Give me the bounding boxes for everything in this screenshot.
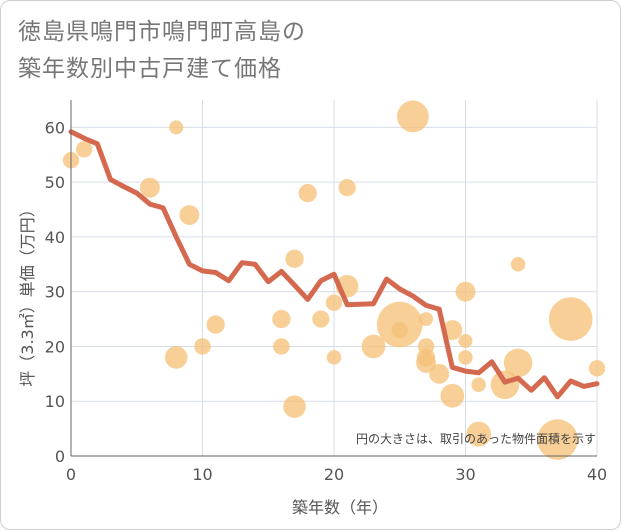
scatter-point-11 bbox=[283, 395, 306, 418]
y-tick-label-30: 30 bbox=[45, 283, 65, 302]
scatter-point-39 bbox=[588, 360, 606, 377]
y-tick-label-60: 60 bbox=[45, 118, 65, 137]
scatter-point-29 bbox=[455, 281, 476, 302]
scatter-point-33 bbox=[471, 377, 486, 393]
axes bbox=[70, 100, 597, 457]
scatter-point-10 bbox=[285, 249, 304, 268]
scatter-point-37 bbox=[537, 419, 578, 460]
x-axis-label: 築年数（年） bbox=[292, 498, 388, 517]
scatter-point-25 bbox=[416, 352, 436, 373]
scatter-point-16 bbox=[338, 179, 356, 197]
scatter-point-20 bbox=[391, 321, 408, 339]
size-note: 円の大きさは、取引のあった物件面積を示す bbox=[356, 431, 596, 446]
chart-title-line-1: 徳島県鳴門市鳴門町高島の bbox=[18, 19, 306, 45]
y-tick-label-0: 0 bbox=[55, 447, 65, 466]
scatter-point-26 bbox=[429, 363, 450, 384]
scatter-point-1 bbox=[75, 141, 93, 158]
scatter-point-21 bbox=[397, 100, 429, 133]
scatter-point-7 bbox=[206, 315, 225, 334]
scatter-point-13 bbox=[312, 310, 330, 328]
scatter-point-38 bbox=[548, 297, 593, 341]
scatter-point-36 bbox=[503, 348, 533, 378]
y-tick-label-50: 50 bbox=[45, 173, 65, 192]
scatter-point-35 bbox=[510, 257, 526, 272]
scatter-bubbles bbox=[62, 100, 606, 460]
y-tick-label-40: 40 bbox=[45, 228, 65, 247]
chart-title: 徳島県鳴門市鳴門町高島の 築年数別中古戸建て価格 bbox=[18, 14, 306, 88]
scatter-point-3 bbox=[169, 120, 184, 135]
grid-lines bbox=[71, 100, 598, 456]
scatter-point-30 bbox=[458, 334, 473, 348]
scatter-point-4 bbox=[164, 346, 188, 369]
scatter-point-5 bbox=[179, 205, 200, 225]
x-tick-label-30: 30 bbox=[455, 465, 475, 484]
scatter-point-31 bbox=[458, 350, 473, 365]
scatter-point-28 bbox=[440, 383, 465, 408]
scatter-point-8 bbox=[272, 309, 291, 329]
average-line bbox=[68, 129, 600, 400]
y-tick-label-20: 20 bbox=[45, 337, 65, 356]
scatter-point-18 bbox=[361, 334, 386, 359]
scatter-point-2 bbox=[139, 177, 160, 198]
scatter-point-9 bbox=[273, 338, 290, 355]
x-tick-label-10: 10 bbox=[192, 465, 212, 484]
series-line-0 bbox=[68, 129, 600, 400]
x-tick-label-20: 20 bbox=[324, 465, 344, 484]
tick-labels: 0 10 20 30 40 0 10 20 30 40 50 60 bbox=[45, 118, 608, 484]
x-tick-label-40: 40 bbox=[587, 465, 607, 484]
scatter-point-12 bbox=[298, 183, 317, 203]
scatter-point-6 bbox=[194, 338, 211, 355]
y-axis-label: 坪（3.3㎡）単価（万円） bbox=[18, 201, 37, 386]
chart-title-line-2: 築年数別中古戸建て価格 bbox=[18, 56, 282, 82]
x-tick-label-0: 0 bbox=[66, 465, 76, 484]
y-tick-label-10: 10 bbox=[45, 392, 65, 411]
scatter-point-14 bbox=[325, 294, 343, 311]
scatter-point-22 bbox=[419, 312, 434, 327]
scatter-point-32 bbox=[466, 421, 492, 447]
scatter-point-15 bbox=[326, 350, 342, 365]
